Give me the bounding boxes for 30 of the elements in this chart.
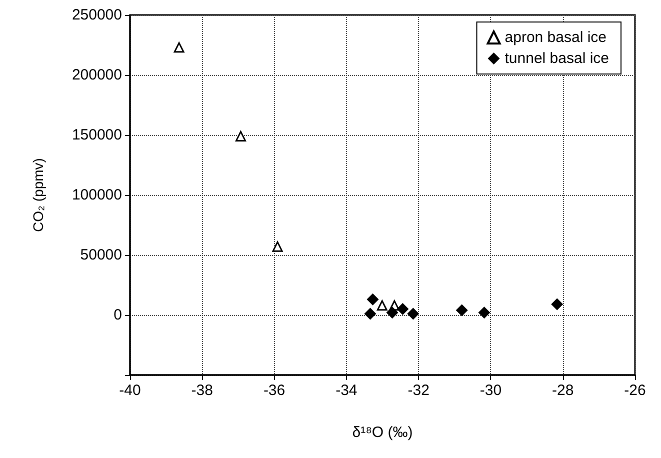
point	[174, 42, 184, 53]
y-tick-label: 0	[114, 306, 122, 324]
point	[272, 241, 283, 252]
x-tick-label: -38	[191, 382, 213, 399]
point	[235, 130, 246, 142]
y-tick-label: 100000	[72, 186, 122, 204]
point	[386, 306, 398, 319]
y-axis-title: CO₂ (ppmv)	[30, 158, 46, 232]
y-tick-label: 150000	[72, 126, 122, 144]
y-tick-label: 200000	[72, 66, 122, 84]
point	[364, 308, 376, 320]
legend-label: tunnel basal ice	[504, 50, 610, 67]
point	[407, 308, 420, 320]
y-tick-label: 50000	[80, 246, 122, 264]
y-tick-label: 250000	[72, 6, 122, 24]
point	[366, 293, 379, 306]
x-tick-label: -36	[263, 382, 286, 399]
point	[456, 304, 468, 316]
x-axis-title: δ¹⁸O (‰)	[352, 424, 413, 441]
point	[376, 300, 388, 311]
x-tick-label: -40	[119, 382, 141, 399]
x-tick-label: -26	[624, 382, 646, 399]
legend-label: apron basal ice	[504, 29, 606, 46]
point	[396, 303, 409, 315]
x-tick-label: -28	[552, 382, 574, 399]
point	[551, 298, 564, 310]
x-tick-label: -32	[408, 382, 430, 399]
x-tick-label: -34	[336, 382, 358, 399]
point	[478, 306, 490, 319]
x-tick-label: -30	[480, 382, 502, 399]
